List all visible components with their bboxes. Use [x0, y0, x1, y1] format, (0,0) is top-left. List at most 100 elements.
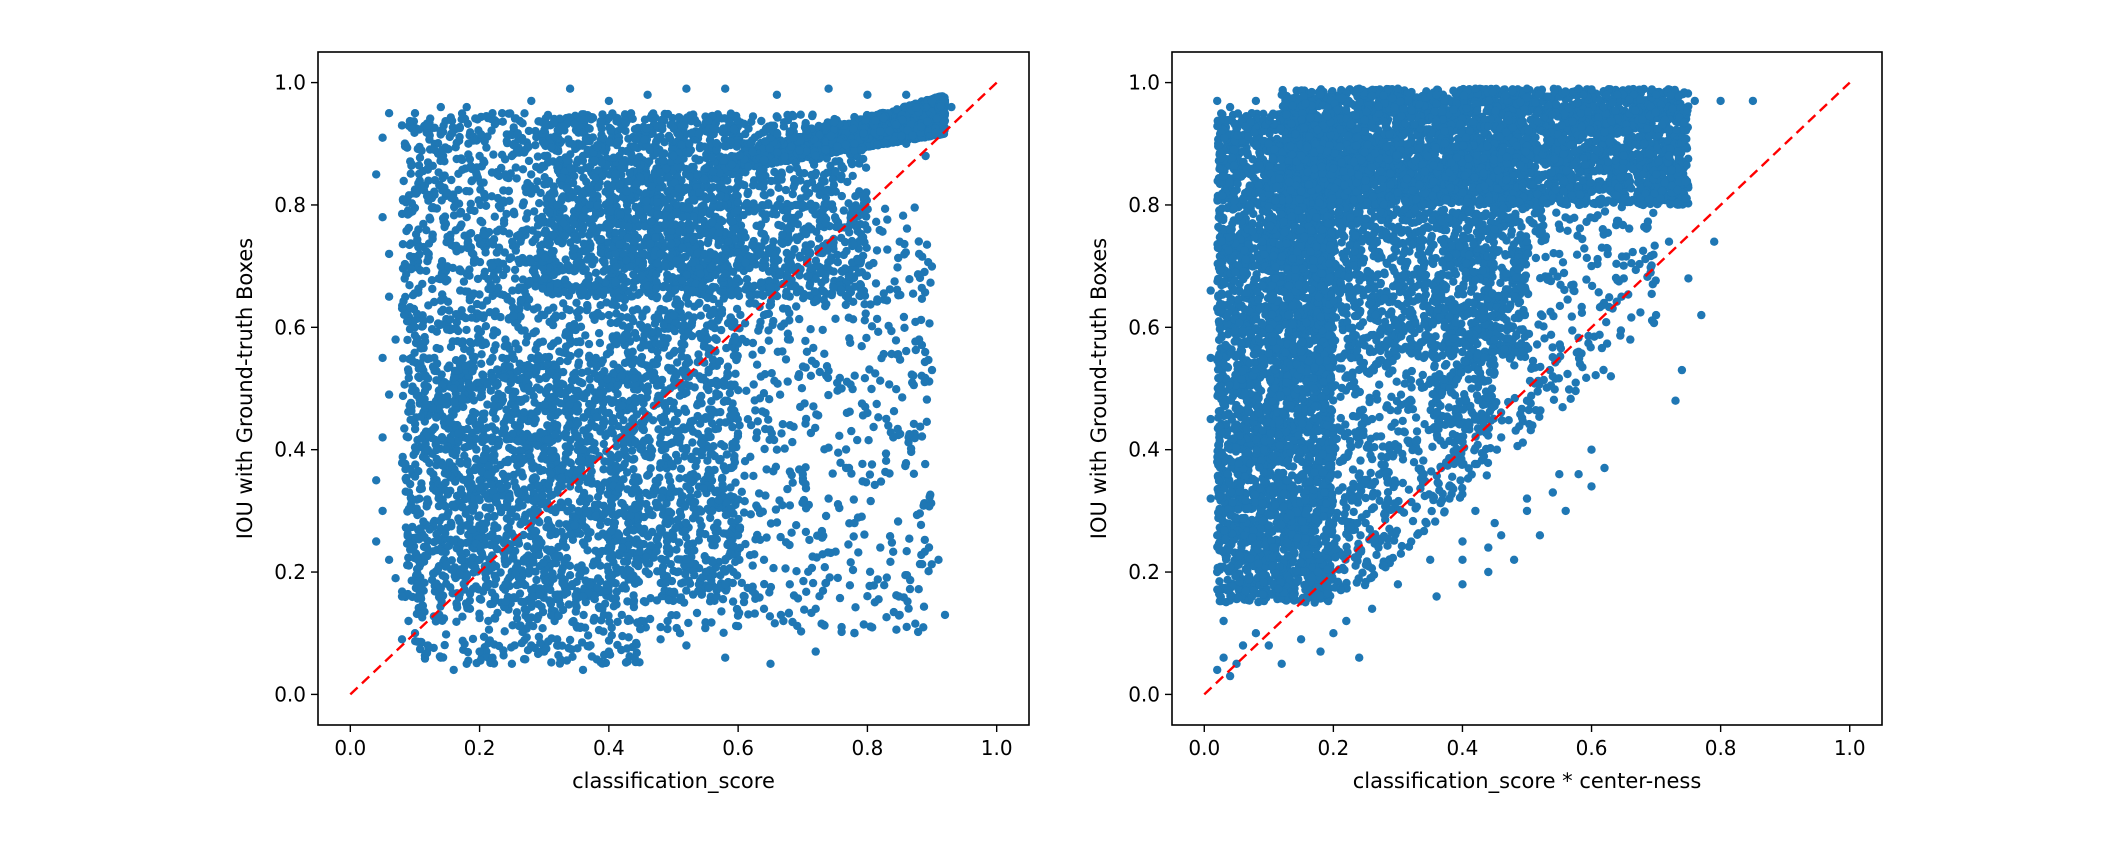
y-tick-label: 0.8: [274, 193, 306, 217]
scatter-point: [1264, 139, 1274, 148]
scatter-point: [507, 445, 517, 454]
scatter-point: [798, 470, 807, 479]
scatter-point: [378, 353, 387, 363]
scatter-point: [604, 96, 614, 106]
scatter-point: [1587, 482, 1596, 491]
scatter-point: [1445, 384, 1454, 393]
scatter-point: [1232, 170, 1241, 179]
scatter-point: [391, 335, 400, 344]
axes-frame-right: [1171, 51, 1883, 726]
scatter-point: [540, 567, 549, 577]
scatter-point: [527, 433, 536, 442]
scatter-point: [643, 90, 652, 100]
y-tick-label: 1.0: [274, 71, 306, 95]
scatter-point: [384, 390, 394, 399]
scatter-point: [1251, 96, 1261, 106]
scatter-point: [947, 102, 956, 112]
scatter-point: [721, 84, 730, 93]
scatter-point: [507, 659, 517, 668]
scatter-point: [1458, 555, 1467, 564]
scatter-point: [1296, 151, 1306, 161]
y-tick-label: 0.0: [274, 682, 306, 706]
scatter-point: [488, 353, 497, 363]
reference-line-right: [1203, 81, 1851, 696]
scatter-point: [850, 629, 859, 638]
scatter-point: [475, 555, 484, 564]
scatter-point: [527, 188, 536, 197]
scatter-point: [378, 213, 387, 222]
scatter-point: [1206, 353, 1215, 363]
scatter-point: [1651, 170, 1661, 179]
scatter-point: [695, 298, 704, 307]
scatter-point: [934, 555, 943, 564]
scatter-point: [624, 518, 633, 528]
scatter-point: [372, 537, 381, 546]
scatter-point: [397, 635, 407, 644]
scatter-point: [1225, 102, 1235, 112]
scatter-point: [488, 109, 497, 118]
x-ticks-right: 0.0 0.2 0.4 0.6 0.8 1.0: [1188, 725, 1866, 760]
scatter-point: [578, 592, 588, 601]
y-tick-label: 0.6: [274, 315, 306, 339]
scatter-point: [591, 353, 601, 363]
scatter-point: [378, 506, 387, 516]
scatter-point: [721, 396, 730, 405]
scatter-point: [604, 457, 614, 467]
scatter-point: [553, 200, 562, 210]
scatter-point: [1432, 592, 1441, 601]
scatter-point: [436, 261, 445, 271]
scatter-point: [1219, 653, 1228, 662]
scatter-point: [1587, 261, 1596, 271]
scatter-point: [772, 445, 782, 454]
scatter-point: [1619, 274, 1629, 283]
scatter-point: [578, 390, 588, 399]
y-tick-label: 1.0: [1128, 71, 1160, 95]
scatter-point: [565, 335, 575, 344]
scatter-point: [830, 213, 840, 222]
scatter-point: [837, 384, 846, 393]
scatter-point: [604, 647, 614, 656]
y-tick-label: 0.0: [1128, 682, 1160, 706]
scatter-point: [656, 635, 665, 644]
scatter-points-left: [372, 84, 956, 675]
scatter-point: [1626, 335, 1635, 344]
scatter-point: [578, 665, 588, 675]
scatter-point: [759, 604, 769, 613]
scatter-point: [1213, 457, 1222, 467]
scatter-point: [779, 616, 788, 626]
scatter-point: [617, 164, 626, 173]
scatter-point: [1471, 414, 1480, 424]
scatter-point: [540, 274, 549, 283]
scatter-point: [1522, 84, 1532, 93]
x-tick-label: 0.0: [1188, 736, 1220, 760]
scatter-point: [682, 641, 691, 650]
x-tick-label: 0.6: [722, 736, 754, 760]
scatter-point: [1690, 96, 1700, 106]
scatter-point: [695, 372, 704, 381]
scatter-point: [540, 310, 549, 320]
scatter-point: [1367, 604, 1377, 613]
scatter-panel-right: 0.0 0.2 0.4 0.6 0.8 1.0 0.0 0.2 0.4 0.6 0.8 1.0 cl…: [1087, 51, 1883, 794]
scatter-point: [449, 665, 458, 675]
scatter-point: [1651, 310, 1661, 320]
scatter-point: [410, 109, 420, 118]
scatter-point: [578, 445, 588, 454]
scatter-point: [1458, 580, 1467, 589]
y-tick-label: 0.2: [1128, 560, 1160, 584]
scatter-point: [766, 188, 775, 197]
scatter-point: [1213, 567, 1222, 577]
scatter-point: [1393, 84, 1403, 93]
x-tick-label: 0.6: [1576, 736, 1608, 760]
y-tick-label: 0.2: [274, 560, 306, 584]
scatter-point: [669, 310, 678, 320]
y-axis-label-left: IOU with Ground-truth Boxes: [233, 238, 257, 539]
scatter-point: [785, 127, 794, 136]
scatter-point: [372, 476, 381, 485]
scatter-point: [1329, 629, 1338, 638]
x-ticks-left: 0.0 0.2 0.4 0.6 0.8 1.0: [334, 725, 1013, 760]
scatter-point: [914, 249, 924, 259]
scatter-point: [721, 653, 730, 662]
scatter-point: [772, 90, 782, 100]
x-tick-label: 0.4: [593, 736, 625, 760]
scatter-point: [746, 139, 756, 148]
